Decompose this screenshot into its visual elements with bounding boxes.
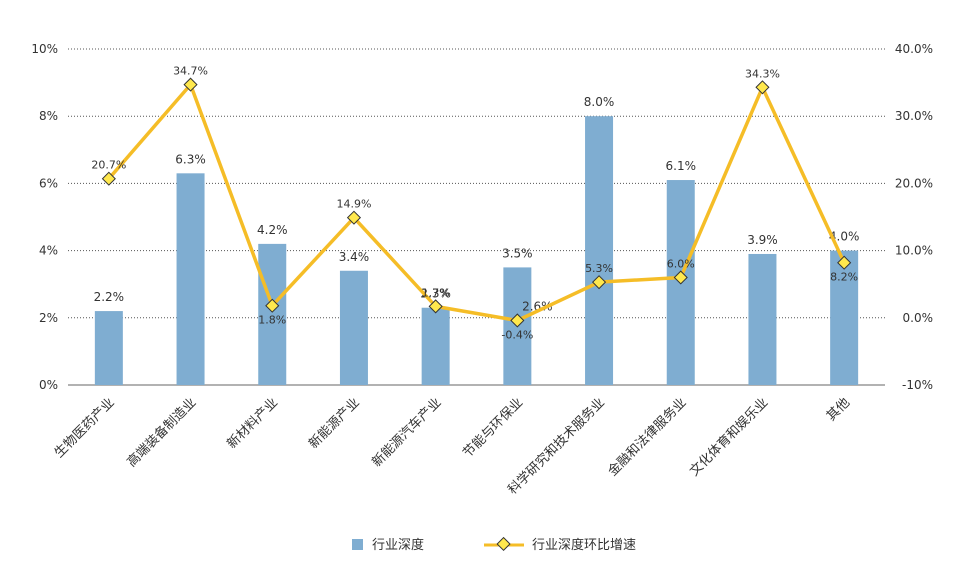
- line-value-label: 34.7%: [173, 65, 208, 78]
- line-point-marker: [591, 275, 607, 290]
- bar: [748, 253, 777, 385]
- category-label: 新能源汽车产业: [369, 395, 445, 471]
- bar-value-label: 3.4%: [339, 250, 370, 264]
- right-tick-label: 40.0%: [895, 42, 933, 56]
- line-value-label: 1.7%: [422, 286, 450, 299]
- right-axis: -10% 0.0% 10.0% 20.0% 30.0% 40.0%: [895, 42, 933, 392]
- bar-value-label: 6.3%: [175, 152, 206, 166]
- left-axis: 0% 2% 4% 6% 8% 10%: [31, 42, 58, 392]
- extra-annotation-label: 2.6%: [522, 300, 553, 314]
- bar: [258, 243, 287, 385]
- line-value-label: 34.3%: [745, 67, 780, 80]
- legend-line-label: 行业深度环比增速: [532, 537, 636, 553]
- line-value-label: 20.7%: [91, 159, 126, 172]
- line-point-marker: [673, 270, 688, 285]
- right-tick-label: 0.0%: [903, 311, 934, 325]
- x-axis-categories: 生物医药产业 高端装备制造业 新材料产业 新能源产业 新能源汽车产业 节能与环保业科学研究…: [52, 395, 853, 498]
- category-label: 新材料产业: [224, 395, 281, 452]
- left-tick-label: 4%: [39, 244, 58, 258]
- legend: 行业深度 行业深度环比增速: [352, 536, 636, 553]
- right-tick-label: -10%: [902, 378, 933, 392]
- bar-value-label: 4.0%: [829, 230, 860, 244]
- bar-value-label: 3.9%: [747, 233, 778, 247]
- line-value-label: 8.2%: [830, 271, 858, 284]
- line-point-marker: [101, 171, 116, 186]
- bar-value-label: 8.0%: [584, 95, 615, 109]
- category-label: 文化体育和娱乐业: [686, 395, 771, 480]
- line-value-label: 14.9%: [336, 198, 371, 211]
- line-point-marker: [265, 298, 280, 313]
- line-value-label: 1.8%: [258, 314, 286, 327]
- bar-value-label: 2.2%: [94, 290, 125, 304]
- bar: [421, 307, 450, 385]
- category-label: 节能与环保业: [460, 395, 526, 461]
- bar: [339, 270, 368, 385]
- right-tick-label: 20.0%: [895, 176, 933, 190]
- line-point-marker: [510, 313, 525, 328]
- left-tick-label: 10%: [31, 42, 58, 56]
- bar-value-label: 3.5%: [502, 246, 533, 260]
- bar-value-label: 4.2%: [257, 223, 288, 237]
- category-label: 其他: [824, 395, 853, 424]
- category-label: 金融和法律服务业: [605, 395, 690, 480]
- bar: [830, 250, 859, 385]
- bar: [94, 311, 123, 385]
- right-tick-label: 30.0%: [895, 109, 933, 123]
- line-value-label: 5.3%: [585, 262, 613, 275]
- line-value-label: 6.0%: [667, 257, 695, 270]
- left-tick-label: 2%: [39, 311, 58, 325]
- legend-line-marker: [496, 536, 511, 552]
- line-point-marker: [755, 80, 770, 95]
- line-point-marker: [183, 77, 198, 92]
- left-tick-label: 6%: [39, 176, 58, 190]
- line-series: 20.7% 34.7% 1.8% 14.9% 1.7% -0.4% 5.3% 6.0% 34.3…: [91, 65, 858, 342]
- legend-bar-label: 行业深度: [372, 537, 424, 553]
- line-point-marker: [346, 210, 362, 225]
- left-tick-label: 8%: [39, 109, 58, 123]
- bar: [585, 116, 614, 385]
- bar-value-label: 6.1%: [666, 159, 697, 173]
- line-point-marker: [428, 299, 443, 314]
- bar-series: 2.2%6.3%4.2%3.4%2.3%3.5%8.0%6.1%3.9% 4.0%…: [94, 95, 860, 385]
- bar: [176, 173, 205, 385]
- legend-bar-swatch: [352, 539, 363, 550]
- category-label: 高端装备制造业: [124, 395, 200, 471]
- line-value-label: -0.4%: [501, 328, 533, 341]
- growth-line: [107, 82, 846, 323]
- line-point-marker: [837, 255, 852, 270]
- right-tick-label: 10.0%: [895, 244, 933, 258]
- category-label: 新能源产业: [305, 395, 362, 452]
- category-label: 生物医药产业: [52, 395, 118, 461]
- left-tick-label: 0%: [39, 378, 58, 392]
